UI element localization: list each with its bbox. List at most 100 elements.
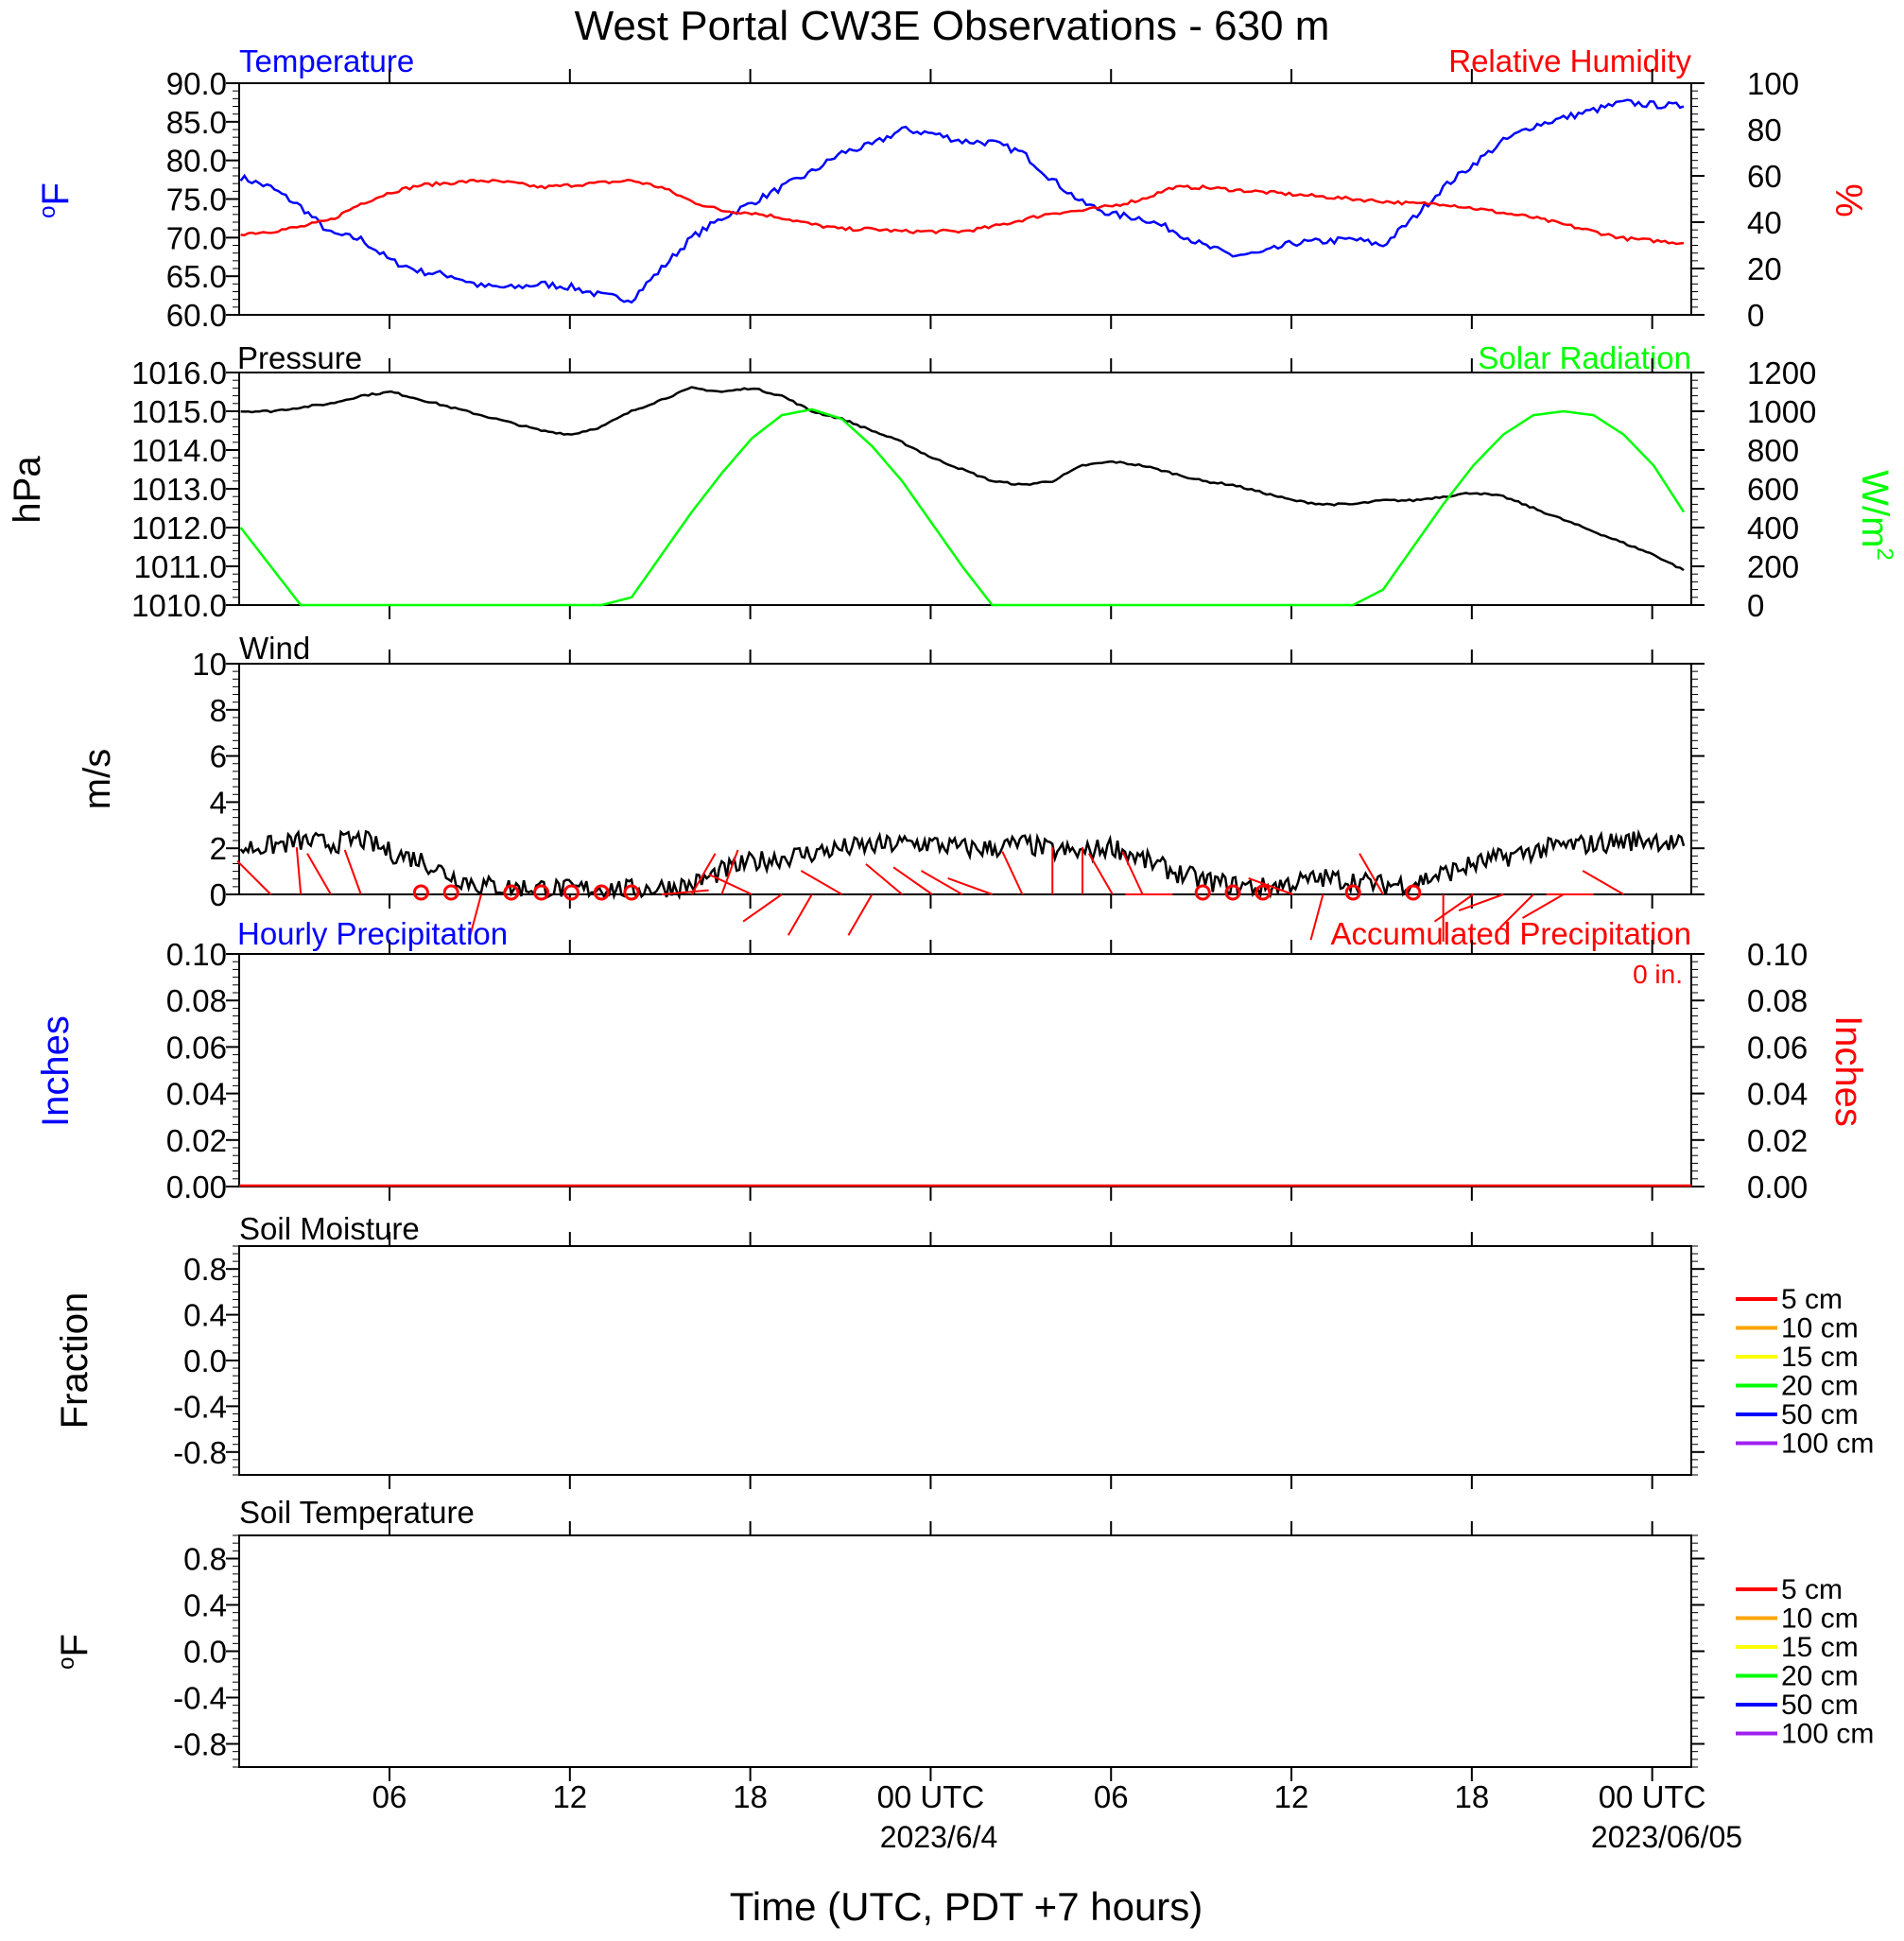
x-axis-ticks [389,69,1653,329]
wind-calm-circle [442,884,459,901]
x-axis-title: Time (UTC, PDT +7 hours) [730,1884,1203,1929]
panel-wind: Wind m/s 10 8 6 4 2 0 [77,631,1705,942]
panel-precipitation: Hourly Precipitation Accumulated Precipi… [35,916,1869,1204]
y-axis-wind: 10 8 6 4 2 0 [192,647,239,912]
y-tick-label: 0.00 [166,1170,227,1204]
y-tick-label: 1010.0 [131,588,227,623]
series-line-wind [239,828,1686,901]
y-axis-soil-moisture-right [1691,1245,1705,1476]
ylabel-unit: F [35,182,77,205]
ylabel-temperature: oF [35,182,77,218]
y-tick-label: 0.8 [183,1252,227,1287]
y-tick-label: 1016.0 [131,355,227,390]
wind-calm-circle [533,884,550,901]
y-axis-temperature: 90.0 85.0 80.075.070.0 65.0 60.0 [166,66,239,333]
ylabel-soil-moisture: Fraction [54,1292,95,1430]
x-axis-ticks [389,1521,1653,1781]
series-line-relative-humidity [240,179,1685,246]
y-tick-label: 0.04 [166,1077,227,1112]
y2-tick-label: 0.08 [1747,983,1808,1018]
ylabel-soil-temperature: oF [54,1634,95,1670]
chart-title: West Portal CW3E Observations - 630 m [575,3,1330,49]
legend-label: 5 cm [1781,1284,1843,1315]
wind-calm-circle [1405,884,1422,901]
legend-label: 20 cm [1781,1661,1859,1692]
wind-barb [468,893,482,941]
y-tick-label: 0.08 [166,983,227,1018]
wind-barb [1359,853,1384,895]
y-axis-wind-right [1691,663,1705,895]
y-tick-label: -0.8 [173,1727,227,1762]
ylabel-solar-exp: 2 [1872,547,1897,560]
y-axis-soil-temperature: 0.8 0.4 0.0 -0.4 -0.8 [173,1534,239,1768]
x-axis-ticks [389,650,1653,909]
series-group [239,98,1685,304]
wind-barb [1458,893,1504,912]
y-tick-label: 0.4 [183,1588,227,1623]
panel-frame [238,1245,1692,1476]
y2-tick-label: 0 [1747,298,1764,333]
series-group [239,828,1686,901]
series-line-pressure [240,386,1685,572]
y-axis-hourly-precip: 0.10 0.08 0.06 0.04 0.02 0.00 [166,937,239,1204]
wind-calm-circle [1344,884,1361,901]
y-axis-accum-precip: 0.10 0.08 0.06 0.04 0.02 0.00 [1691,937,1808,1204]
panel-frame [238,82,1692,316]
y-tick-label: 4 [210,785,227,820]
wind-barb [1433,893,1475,923]
panel-title-wind: Wind [239,631,310,666]
wind-calm-circle [1255,884,1272,901]
y-tick-label: 1012.0 [131,511,227,546]
wind-barb [690,853,717,895]
y2-tick-label: 0.00 [1747,1170,1808,1204]
x-date-label-1: 2023/6/4 [880,1820,998,1854]
series-group [239,386,1686,607]
wind-barb [1001,851,1024,895]
wind-calm-circle [593,884,610,901]
legend-label: 100 cm [1781,1429,1874,1460]
y-axis-humidity: 100 80 60 40 20 0 [1691,66,1799,333]
panel-temperature-humidity: Temperature Relative Humidity oF % 90.0 8… [35,43,1869,333]
legend-label: 50 cm [1781,1690,1859,1721]
y2-tick-label: 0.10 [1747,937,1808,972]
wind-calm-circle [412,884,429,901]
panel-title-pressure: Pressure [237,340,362,375]
wind-barb [1498,893,1534,929]
panel-title-temperature: Temperature [239,43,414,78]
y2-tick-label: 1000 [1747,394,1816,429]
wind-barb [720,849,739,895]
y2-tick-label: 60 [1747,159,1782,194]
y-tick-label: 90.0 [166,66,227,101]
y2-tick-label: 800 [1747,433,1799,468]
legend-label: 10 cm [1781,1313,1859,1344]
panel-soil-temperature: Soil Temperature oF 0.8 0.4 0.0 -0.4 -0.8 5 … [54,1495,1874,1781]
y-axis-soil-moisture: 0.8 0.4 0.0 -0.4 -0.8 [173,1245,239,1476]
series-line-temperature [239,98,1685,304]
legend-label: 15 cm [1781,1632,1859,1663]
y-tick-label: 2 [210,831,227,866]
legend-label: 5 cm [1781,1574,1843,1605]
y-tick-label: 0.4 [183,1298,227,1333]
wind-barbs [236,847,1624,942]
y2-tick-label: 0 [1747,588,1764,623]
series-line-solar-radiation [239,407,1686,607]
y-tick-label: 0.10 [166,937,227,972]
legend-label: 10 cm [1781,1603,1859,1635]
accum-precip-total: 0 in. [1633,960,1683,989]
wind-calm-circle [503,884,520,901]
ylabel-solar-unit: W/m [1854,470,1895,547]
y2-tick-label: 0.06 [1747,1030,1808,1065]
x-tick-label: 18 [733,1779,768,1814]
wind-barb [1121,851,1144,895]
panel-title-hourly-precip: Hourly Precipitation [237,916,508,951]
wind-barb [295,847,303,895]
y-tick-label: 80.0 [166,144,227,179]
panel-pressure-solar: Pressure Solar Radiation hPa W/m2 1016.0… [7,340,1897,623]
x-tick-label: 06 [372,1779,407,1814]
y-tick-label: 0.02 [166,1123,227,1158]
y2-tick-label: 20 [1747,251,1782,286]
y-tick-label: 1015.0 [131,394,227,429]
